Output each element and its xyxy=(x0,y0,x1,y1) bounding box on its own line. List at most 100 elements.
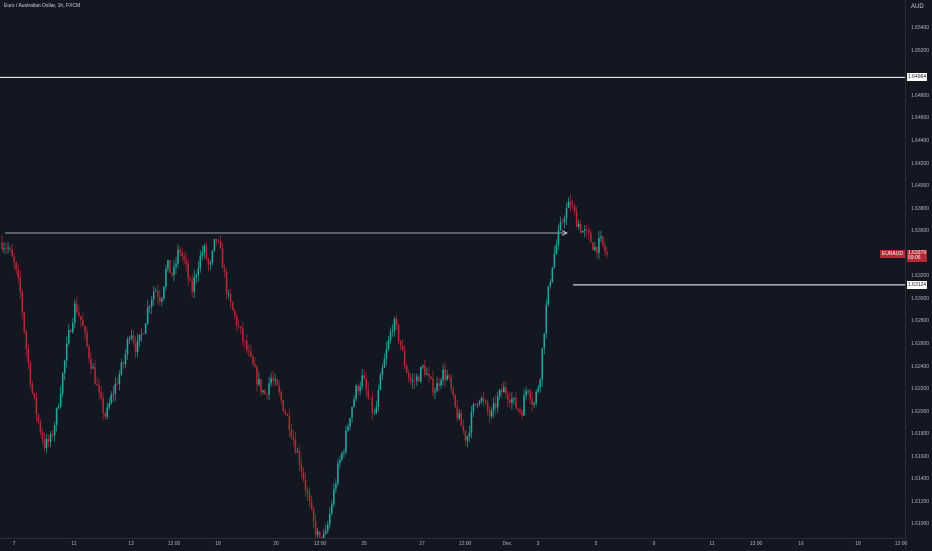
candle-body xyxy=(541,348,544,380)
candle-body xyxy=(462,425,465,431)
candle-body xyxy=(104,413,106,417)
candle-body xyxy=(401,345,404,351)
candle-body xyxy=(63,360,66,374)
candle-body xyxy=(468,432,471,437)
candle-body xyxy=(395,318,398,326)
candle-body xyxy=(361,375,363,387)
candle-body xyxy=(341,453,343,461)
candle-body xyxy=(7,247,9,249)
candle-body xyxy=(302,471,305,480)
candle-body xyxy=(466,436,469,441)
candle-body xyxy=(187,263,189,279)
candle-body xyxy=(600,236,602,238)
price-axis[interactable]: AUD 1.65400 1.65200 1.64800 1.64600 1.64400 1… xyxy=(905,0,932,550)
candle-body xyxy=(1,242,3,250)
chart-plot-area[interactable]: Euro / Australian Dollar, 1h, FXCM xyxy=(0,0,905,538)
candle-body xyxy=(355,385,357,400)
candle-body xyxy=(545,304,548,334)
candle-body xyxy=(98,385,100,393)
candle-body xyxy=(490,410,493,417)
candle-body xyxy=(244,340,246,342)
price-tick-label: 1.64800 xyxy=(911,92,930,99)
candle-body xyxy=(110,394,113,404)
candle-body xyxy=(146,307,149,324)
time-tick-label: 25 xyxy=(361,541,367,547)
symbol-title: Euro / Australian Dollar, 1h, FXCM xyxy=(4,3,81,9)
candle-body xyxy=(575,211,578,227)
price-tick-label: 1.61200 xyxy=(911,498,930,505)
candle-body xyxy=(474,404,477,405)
candle-body xyxy=(371,398,374,414)
candle-body xyxy=(428,373,430,377)
candle-body xyxy=(209,262,212,265)
time-axis[interactable]: 7 11 13 12:00 18 20 12:00 25 27 12:00 Dec 3 5 9 11 12:0… xyxy=(0,538,907,551)
candle-body xyxy=(41,432,44,440)
support-level-label: 1.63124 xyxy=(907,280,928,289)
candle-body xyxy=(565,208,568,219)
time-tick-label: 13 xyxy=(128,541,134,547)
candle-body xyxy=(573,206,576,212)
candle-body xyxy=(195,275,198,278)
candle-body xyxy=(256,367,258,385)
candle-body xyxy=(239,326,242,329)
candle-body xyxy=(159,296,161,302)
candle-body xyxy=(112,393,115,395)
time-tick-label: 11 xyxy=(709,541,715,547)
candle-body xyxy=(144,323,147,334)
candle-body xyxy=(310,501,313,509)
candle-body xyxy=(258,379,260,385)
candle-body xyxy=(324,530,327,534)
candle-body xyxy=(248,350,250,352)
candle-body xyxy=(229,294,232,303)
candle-body xyxy=(169,260,171,273)
candle-body xyxy=(409,377,412,382)
candle-body xyxy=(90,358,92,369)
candle-body xyxy=(345,430,347,452)
candle-body xyxy=(235,315,238,327)
candle-body xyxy=(270,378,272,384)
candle-body xyxy=(114,383,117,394)
candle-body xyxy=(496,396,499,408)
candle-body xyxy=(294,439,297,453)
candle-body xyxy=(189,278,191,281)
candle-body xyxy=(197,268,200,276)
candle-body xyxy=(353,399,355,408)
candle-body xyxy=(405,366,408,373)
candle-body xyxy=(55,408,58,426)
candle-body xyxy=(223,268,226,272)
candle-body xyxy=(76,303,78,313)
candle-body xyxy=(31,384,34,394)
symbol-badge: EURAUD xyxy=(879,250,905,259)
candle-body xyxy=(571,205,574,207)
candle-body xyxy=(203,245,206,253)
candle-body xyxy=(581,230,584,233)
candle-body xyxy=(525,391,527,396)
candle-body xyxy=(498,389,501,397)
candle-body xyxy=(519,409,521,413)
candle-body xyxy=(318,531,321,537)
candle-body xyxy=(399,340,402,346)
candle-body xyxy=(29,362,32,385)
candle-body xyxy=(61,373,64,394)
time-tick-label: 18 xyxy=(855,541,861,547)
candle-body xyxy=(148,306,151,308)
candle-body xyxy=(246,340,248,351)
candle-body xyxy=(284,411,287,415)
candle-body xyxy=(57,406,60,409)
candle-body xyxy=(92,367,94,369)
candle-body xyxy=(45,438,48,449)
candle-body xyxy=(492,403,495,411)
candle-body xyxy=(132,335,135,343)
candle-body xyxy=(391,330,394,332)
candle-body xyxy=(306,490,309,494)
candle-body xyxy=(69,330,72,333)
candle-body xyxy=(381,367,384,376)
price-tick-label: 1.63200 xyxy=(911,273,930,280)
candle-body xyxy=(567,201,570,209)
candle-body xyxy=(21,291,24,313)
candle-body xyxy=(500,389,503,393)
candle-body xyxy=(211,250,214,263)
candle-body xyxy=(252,356,254,365)
candle-body xyxy=(590,232,592,243)
candle-body xyxy=(80,316,82,321)
